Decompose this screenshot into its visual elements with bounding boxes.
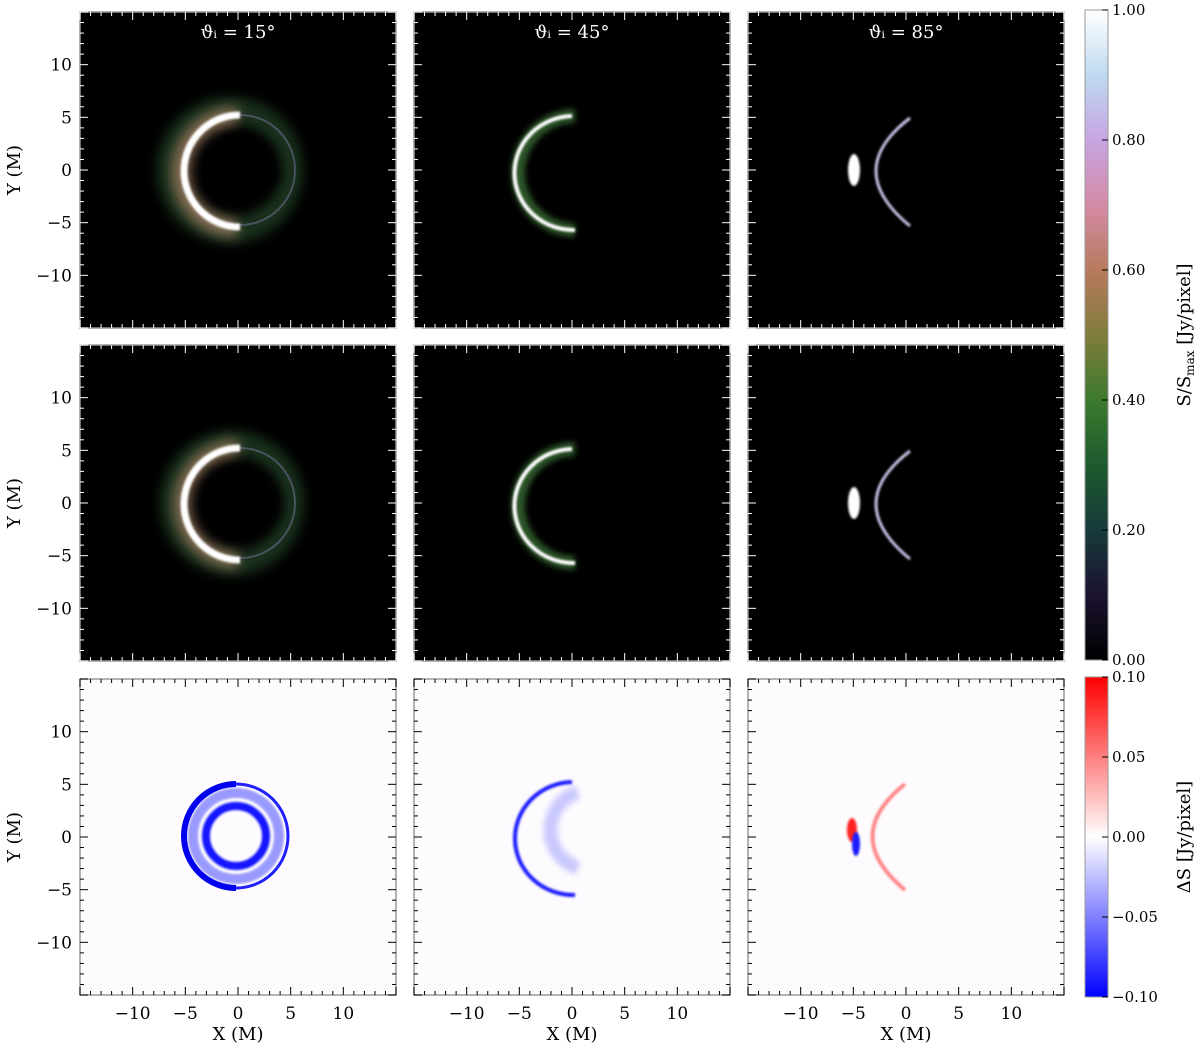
- difference-crescent: [512, 780, 576, 898]
- x-tick-label: 5: [619, 1004, 630, 1024]
- bright-knot: [848, 487, 860, 519]
- panel-background: [414, 679, 730, 995]
- x-tick-label: −5: [173, 1004, 198, 1024]
- x-tick-label: −10: [115, 1004, 151, 1024]
- colorbar-tick-label: 0.40: [1112, 391, 1145, 409]
- x-tick-label: 0: [233, 1004, 244, 1024]
- x-axis-label: X (M): [546, 1024, 597, 1045]
- panel-background: [414, 345, 730, 661]
- panel-r2c3: [747, 344, 1065, 662]
- x-tick-label: 10: [333, 1004, 355, 1024]
- colorbar-difference: −0.10 −0.05 0.00 0.05 0.10 ΔS [Jy/pixel]: [1084, 668, 1195, 1006]
- y-tick-label: −5: [47, 881, 72, 901]
- colorbar-tick-label: −0.05: [1112, 908, 1158, 926]
- y-tick-label: 10: [50, 56, 72, 76]
- y-axis-labels: Y (M) Y (M) Y (M): [4, 145, 25, 863]
- y-axis-label: Y (M): [4, 478, 25, 529]
- x-tick-label: −10: [783, 1004, 819, 1024]
- panel-background: [748, 345, 1064, 661]
- y-tick-label: −10: [36, 933, 72, 953]
- x-tick-label: 0: [901, 1004, 912, 1024]
- x-tick-label: −5: [507, 1004, 532, 1024]
- bright-knot: [848, 154, 860, 186]
- panel-r1c2: ϑᵢ = 45°: [413, 11, 731, 329]
- colorbar-tick-label: 0.80: [1112, 131, 1145, 149]
- x-tick-label: 10: [1001, 1004, 1023, 1024]
- panel-background: [748, 12, 1064, 328]
- difference-band: [543, 785, 581, 875]
- y-tick-label: −10: [36, 266, 72, 286]
- bright-crescent: [512, 447, 576, 566]
- difference-crescent: [181, 781, 237, 891]
- y-axis-label: Y (M): [4, 812, 25, 863]
- colorbar-tick-label: 0.60: [1112, 261, 1145, 279]
- y-tick-label: 5: [61, 775, 72, 795]
- y-tick-label: 0: [61, 494, 72, 514]
- shadow: [209, 134, 281, 206]
- colorbar-tick-label: 0.00: [1112, 828, 1145, 846]
- colorbar-intensity-label: S/Smax [Jy/pixel]: [1174, 263, 1197, 406]
- x-axis-label: X (M): [880, 1024, 931, 1045]
- bright-crescent: [180, 111, 241, 231]
- panel-r1c3: ϑᵢ = 85°: [747, 11, 1065, 329]
- colorbar-difference-label: ΔS [Jy/pixel]: [1174, 781, 1195, 893]
- x-axis-label: X (M): [212, 1024, 263, 1045]
- panel-background: [748, 679, 1064, 995]
- x-tick-label: −10: [449, 1004, 485, 1024]
- y-tick-label: 10: [50, 389, 72, 409]
- panel-r3c1: [79, 678, 397, 996]
- panel-r2c1: [79, 344, 397, 662]
- x-tick-label: −5: [841, 1004, 866, 1024]
- difference-negative-knot: [852, 832, 860, 856]
- colorbar-intensity-bar: [1084, 9, 1109, 661]
- difference-band: [188, 788, 284, 884]
- y-tick-label: 0: [61, 161, 72, 181]
- panel-r3c3: [747, 678, 1065, 996]
- y-axis-label: Y (M): [4, 145, 25, 196]
- panel-title: ϑᵢ = 85°: [869, 22, 944, 43]
- y-tick-label: −5: [47, 547, 72, 567]
- colorbar-tick-label: 0.20: [1112, 521, 1145, 539]
- x-tick-label: 5: [285, 1004, 296, 1024]
- shadow: [210, 467, 282, 539]
- difference-inner-ring: [202, 802, 270, 870]
- colorbar-intensity-ticks: 0.00 0.20 0.40 0.60 0.80 1.00: [1102, 1, 1145, 669]
- y-tick-label: −5: [47, 214, 72, 234]
- y-tick-label: −10: [36, 599, 72, 619]
- bright-crescent: [512, 114, 576, 233]
- panel-title: ϑᵢ = 15°: [201, 22, 276, 43]
- colorbar-tick-label: −0.10: [1112, 988, 1158, 1006]
- panel-title: ϑᵢ = 45°: [535, 22, 610, 43]
- colorbar-tick-label: 0.10: [1112, 668, 1145, 686]
- x-tick-label: 10: [667, 1004, 689, 1024]
- y-tick-label: 10: [50, 723, 72, 743]
- panel-r1c1: ϑᵢ = 15°: [79, 11, 397, 329]
- colorbar-tick-label: 0.00: [1112, 651, 1145, 669]
- panel-r3c2: [413, 678, 731, 996]
- tick-labels: −10 −5 0 5 10 −10 −5 0 5 10 −10 −5 0 5 10 −10 −5 0 5 10 −10 −…: [36, 56, 1022, 1024]
- bright-crescent: [180, 444, 241, 564]
- colorbar-intensity: 0.00 0.20 0.40 0.60 0.80 1.00 S/Smax [Jy/pixe…: [1084, 1, 1197, 669]
- y-tick-label: 5: [61, 108, 72, 128]
- y-tick-label: 0: [61, 828, 72, 848]
- y-tick-label: 5: [61, 441, 72, 461]
- x-tick-label: 0: [567, 1004, 578, 1024]
- colorbar-tick-label: 0.05: [1112, 748, 1145, 766]
- x-axis-labels: X (M) X (M) X (M): [212, 1024, 931, 1045]
- panel-background: [80, 679, 396, 995]
- panel-background: [414, 12, 730, 328]
- panel-r2c2: [413, 344, 731, 662]
- colorbar-tick-label: 1.00: [1112, 1, 1145, 19]
- colorbar-difference-ticks: −0.10 −0.05 0.00 0.05 0.10: [1102, 668, 1158, 1006]
- axis-ticks: [79, 11, 1065, 996]
- x-tick-label: 5: [953, 1004, 964, 1024]
